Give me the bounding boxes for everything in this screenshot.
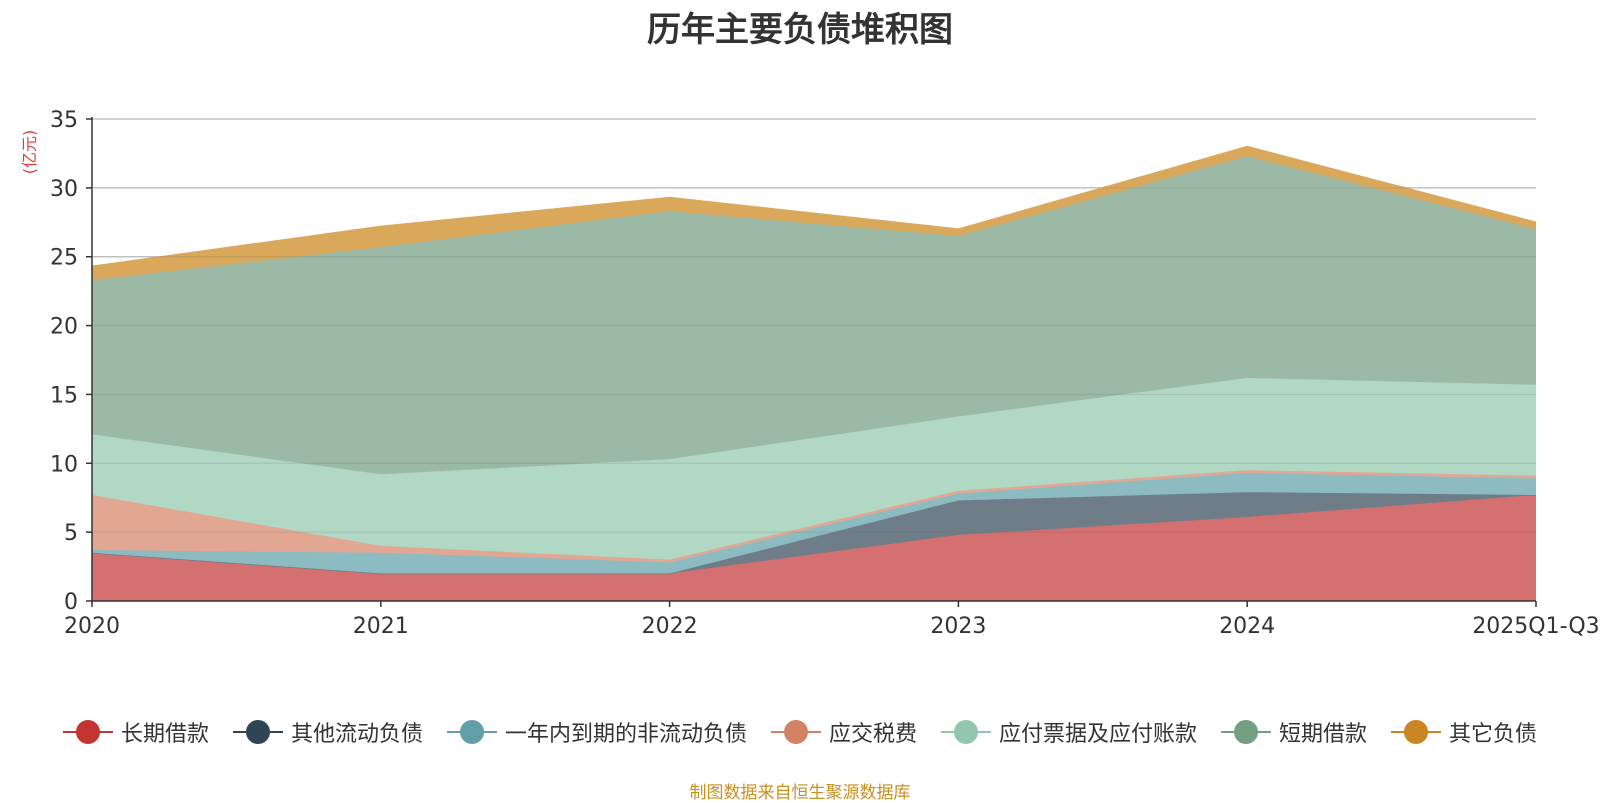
area-series-2 bbox=[92, 472, 1536, 574]
chart-title: 历年主要负债堆积图 bbox=[647, 10, 953, 50]
area-series-4 bbox=[92, 377, 1536, 560]
x-tick-label: 2025Q1-Q3 bbox=[1472, 614, 1599, 639]
legend-label: 长期借款 bbox=[120, 722, 209, 747]
x-tick-label: 2020 bbox=[64, 614, 120, 639]
y-tick-label: 5 bbox=[64, 521, 78, 546]
legend-item[interactable]: 应交税费 bbox=[770, 716, 917, 748]
y-tick-label: 25 bbox=[50, 246, 78, 271]
legend-label: 其它负债 bbox=[1449, 722, 1538, 747]
y-tick-label: 10 bbox=[50, 452, 78, 477]
area-series-1 bbox=[92, 492, 1536, 574]
y-tick-label: 0 bbox=[64, 590, 78, 615]
legend-label: 应交税费 bbox=[828, 722, 917, 747]
chart-legend: 长期借款 其他流动负债 一年内到期的非流动负债 应交税费 应付票据及应付账款 短期借款 其它… bbox=[0, 716, 1600, 748]
areas bbox=[91, 145, 1537, 601]
legend-item[interactable]: 长期借款 bbox=[62, 716, 209, 748]
legend-marker-icon bbox=[1221, 719, 1272, 745]
y-tick-label: 15 bbox=[50, 383, 78, 408]
legend-label: 其他流动负债 bbox=[290, 722, 423, 747]
legend-item[interactable]: 短期借款 bbox=[1221, 716, 1367, 748]
legend-marker-icon bbox=[62, 719, 113, 745]
area-series-0 bbox=[92, 494, 1536, 601]
legend-item[interactable]: 其他流动负债 bbox=[232, 716, 423, 748]
legend-marker-icon bbox=[1391, 719, 1442, 745]
stacked-area-chart: 0 5 10 15 20 25 30 35 2020 2021 2022 2023 2024 2025Q1… bbox=[50, 108, 1600, 639]
x-tick-label: 2022 bbox=[642, 614, 698, 639]
legend-label: 一年内到期的非流动负债 bbox=[504, 722, 747, 747]
legend-label: 短期借款 bbox=[1279, 722, 1368, 747]
legend-marker-icon bbox=[446, 719, 497, 745]
x-tick-label: 2021 bbox=[353, 614, 409, 639]
x-tick-label: 2024 bbox=[1219, 614, 1275, 639]
series-line-6 bbox=[91, 145, 1537, 268]
legend-label: 应付票据及应付账款 bbox=[999, 722, 1198, 747]
legend-marker-icon bbox=[770, 719, 821, 745]
legend-marker-icon bbox=[941, 719, 991, 745]
y-tick-label: 35 bbox=[50, 108, 78, 133]
area-series-5 bbox=[92, 156, 1536, 475]
legend-item[interactable]: 其它负债 bbox=[1391, 716, 1537, 748]
legend-item[interactable]: 一年内到期的非流动负债 bbox=[446, 716, 747, 748]
gridlines-overlay bbox=[92, 118, 1536, 533]
x-tick-label: 2023 bbox=[930, 614, 986, 639]
y-tick-label: 20 bbox=[50, 315, 78, 340]
series-line-2 bbox=[91, 472, 1537, 564]
y-tick-label: 30 bbox=[50, 177, 78, 202]
data-source-note: 制图数据来自恒生聚源数据库 bbox=[689, 783, 911, 803]
legend-item[interactable]: 应付票据及应付账款 bbox=[941, 716, 1197, 748]
legend-marker-icon bbox=[232, 719, 283, 745]
